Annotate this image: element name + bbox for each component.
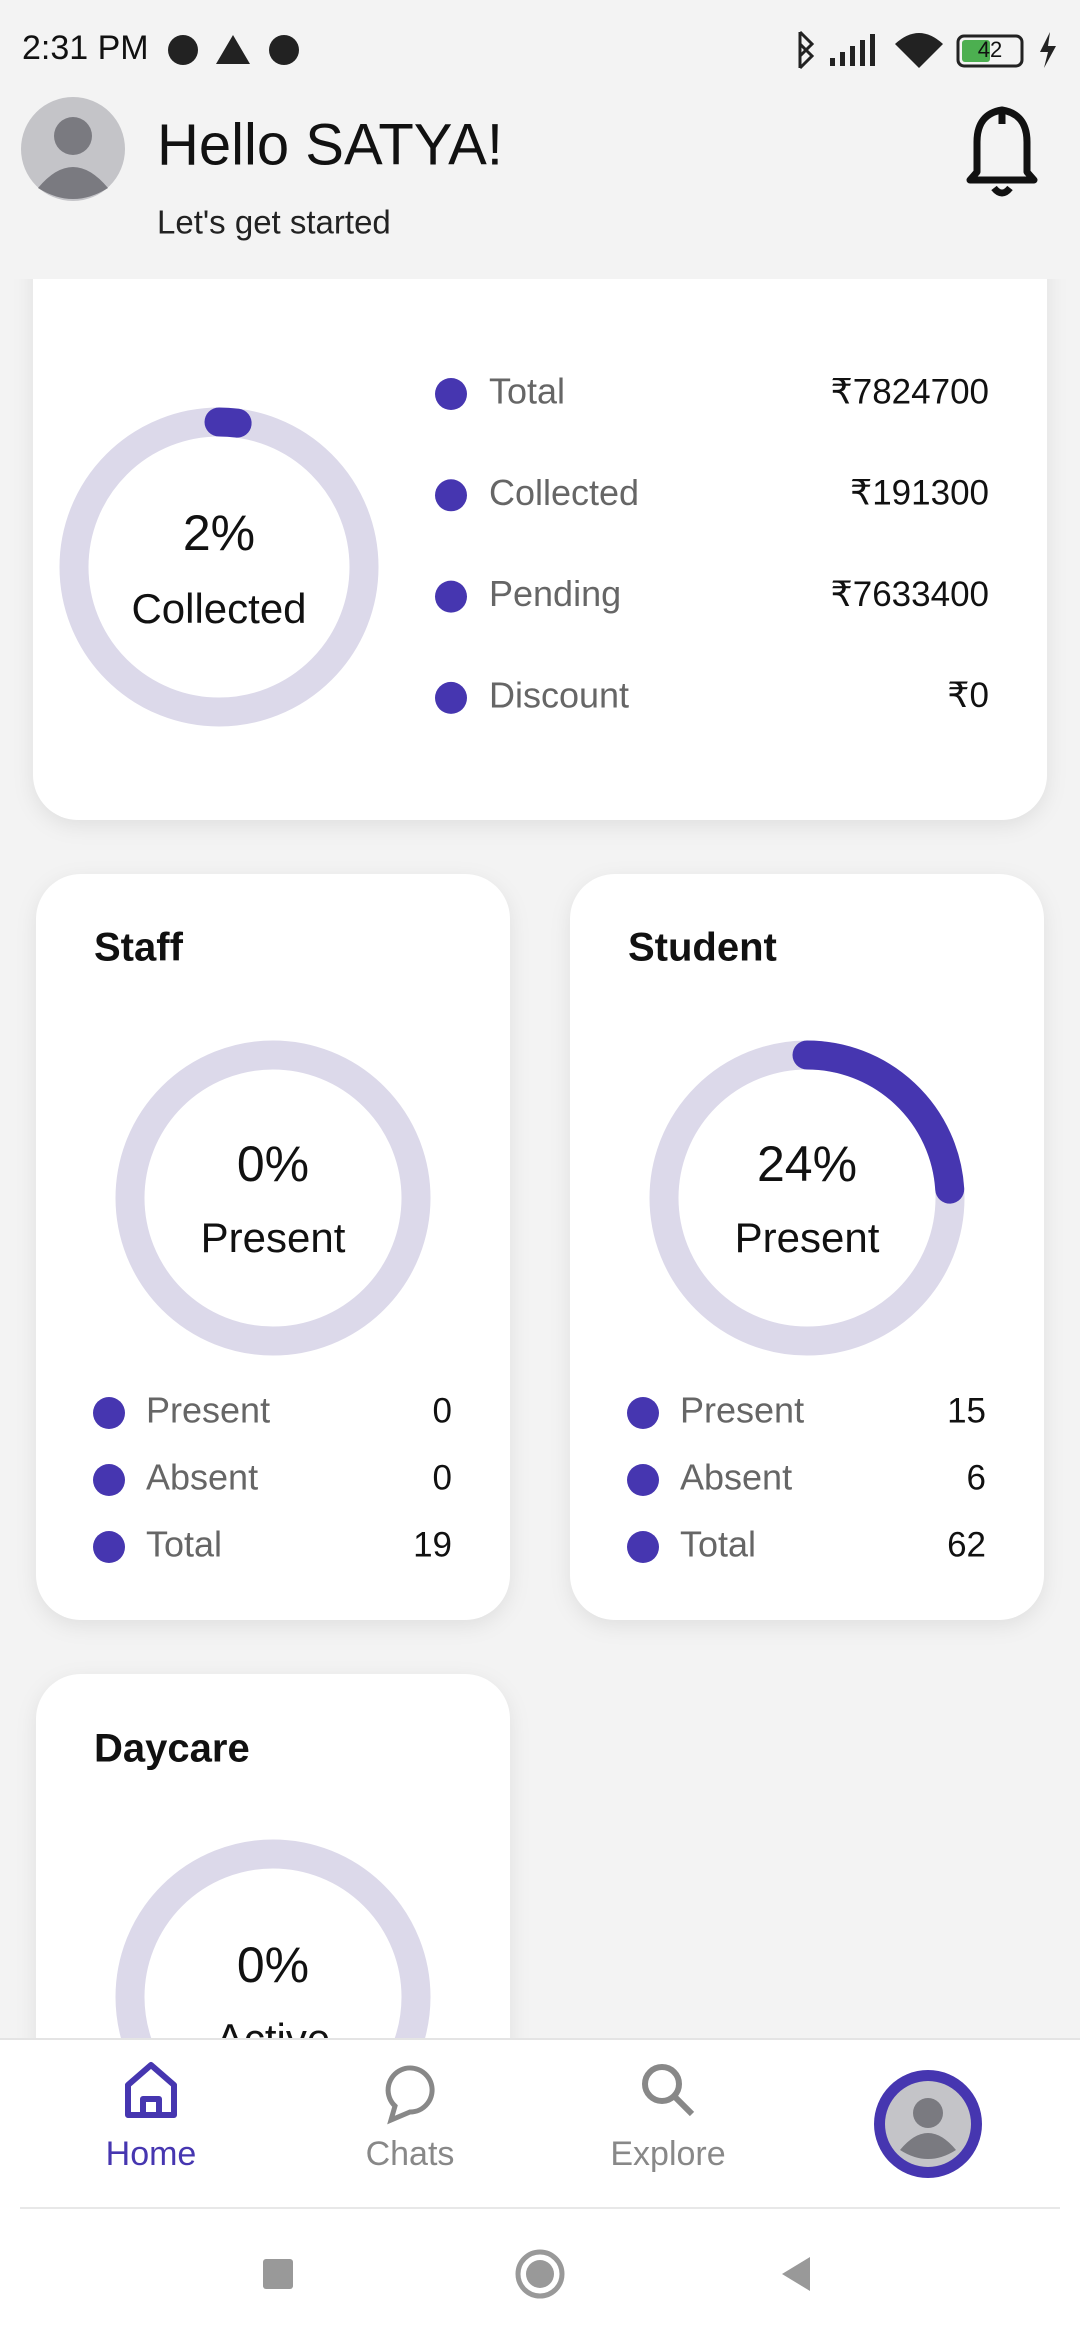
back-button[interactable]: [782, 2257, 810, 2291]
row-label: Collected: [489, 472, 639, 513]
subtitle: Let's get started: [157, 204, 391, 241]
row-amount: ₹7824700: [830, 372, 989, 411]
staff-rows: Present 0 Absent 0 Total 19: [93, 1390, 452, 1565]
home-button[interactable]: [515, 2249, 565, 2299]
student-card: [570, 874, 1044, 1620]
staff-card: [36, 874, 510, 1620]
student-rows: Present 15 Absent 6 Total 62: [627, 1390, 986, 1565]
ring-percent: 2%: [183, 505, 255, 561]
ring-arc: [59, 407, 379, 727]
row-amount: ₹7633400: [830, 575, 989, 614]
home-button-dot: [526, 2260, 554, 2288]
row-label: Total: [489, 371, 565, 412]
scroll-content: 2% Collected Total ₹7824700 Collected ₹1913…: [33, 279, 1047, 2062]
ring-track: [115, 1040, 431, 1356]
ring-label: Collected: [131, 585, 306, 632]
row-count: 6: [967, 1458, 986, 1497]
status-time: 2:31 PM: [22, 29, 149, 67]
row-amount: ₹0: [947, 676, 989, 715]
legend-dot: [627, 1531, 659, 1563]
nav-label[interactable]: Explore: [610, 2135, 725, 2173]
home-icon[interactable]: [125, 2062, 177, 2118]
greeting: Hello SATYA!: [157, 112, 503, 177]
ring-percent: 0%: [237, 1136, 309, 1192]
row-count: 0: [433, 1391, 452, 1430]
row-label: Total: [680, 1524, 756, 1565]
legend-dot: [435, 580, 467, 613]
row-label: Absent: [146, 1457, 258, 1498]
row-label: Pending: [489, 573, 621, 614]
card-title: Staff: [94, 926, 184, 970]
bell-icon[interactable]: [966, 106, 1038, 197]
row-label: Total: [146, 1524, 222, 1565]
nav-label[interactable]: Home: [106, 2135, 197, 2173]
row-count: 0: [433, 1458, 452, 1497]
row-amount: ₹191300: [850, 474, 989, 513]
nav-label[interactable]: Chats: [366, 2135, 455, 2173]
row-label: Present: [680, 1390, 804, 1431]
status-icons: [168, 30, 1056, 70]
ring-percent: 24%: [757, 1136, 857, 1192]
ring-label: Active: [216, 2015, 330, 2062]
row-count: 15: [947, 1391, 986, 1430]
fee-rows: Total ₹7824700 Collected ₹191300 Pending ₹763…: [435, 371, 989, 715]
row-label: Absent: [680, 1457, 792, 1498]
avatar: [21, 97, 125, 201]
row-label: Present: [146, 1390, 270, 1431]
ring-arc: [649, 1040, 965, 1356]
system-nav: [263, 2249, 810, 2299]
legend-dot: [627, 1397, 659, 1429]
card-title: Daycare: [94, 1727, 250, 1771]
recents-button[interactable]: [263, 2259, 293, 2289]
legend-dot: [627, 1464, 659, 1496]
row-count: 19: [413, 1525, 452, 1564]
battery-level: 42: [978, 37, 1002, 62]
row-label: Discount: [489, 674, 629, 715]
ring-percent: 0%: [237, 1937, 309, 1993]
legend-dot: [435, 681, 467, 714]
ring-track: [115, 1839, 431, 2039]
legend-dot: [93, 1464, 125, 1496]
ring-label: Present: [201, 1214, 346, 1261]
explore-icon[interactable]: [642, 2064, 695, 2117]
legend-dot: [435, 378, 467, 410]
legend-dot: [93, 1397, 125, 1429]
legend-dot: [93, 1531, 125, 1563]
card-title: Student: [628, 926, 777, 970]
ring-label: Present: [735, 1214, 880, 1261]
row-count: 62: [947, 1525, 986, 1564]
chats-icon[interactable]: [385, 2065, 435, 2125]
profile-button[interactable]: [874, 2070, 982, 2178]
legend-dot: [435, 479, 467, 512]
